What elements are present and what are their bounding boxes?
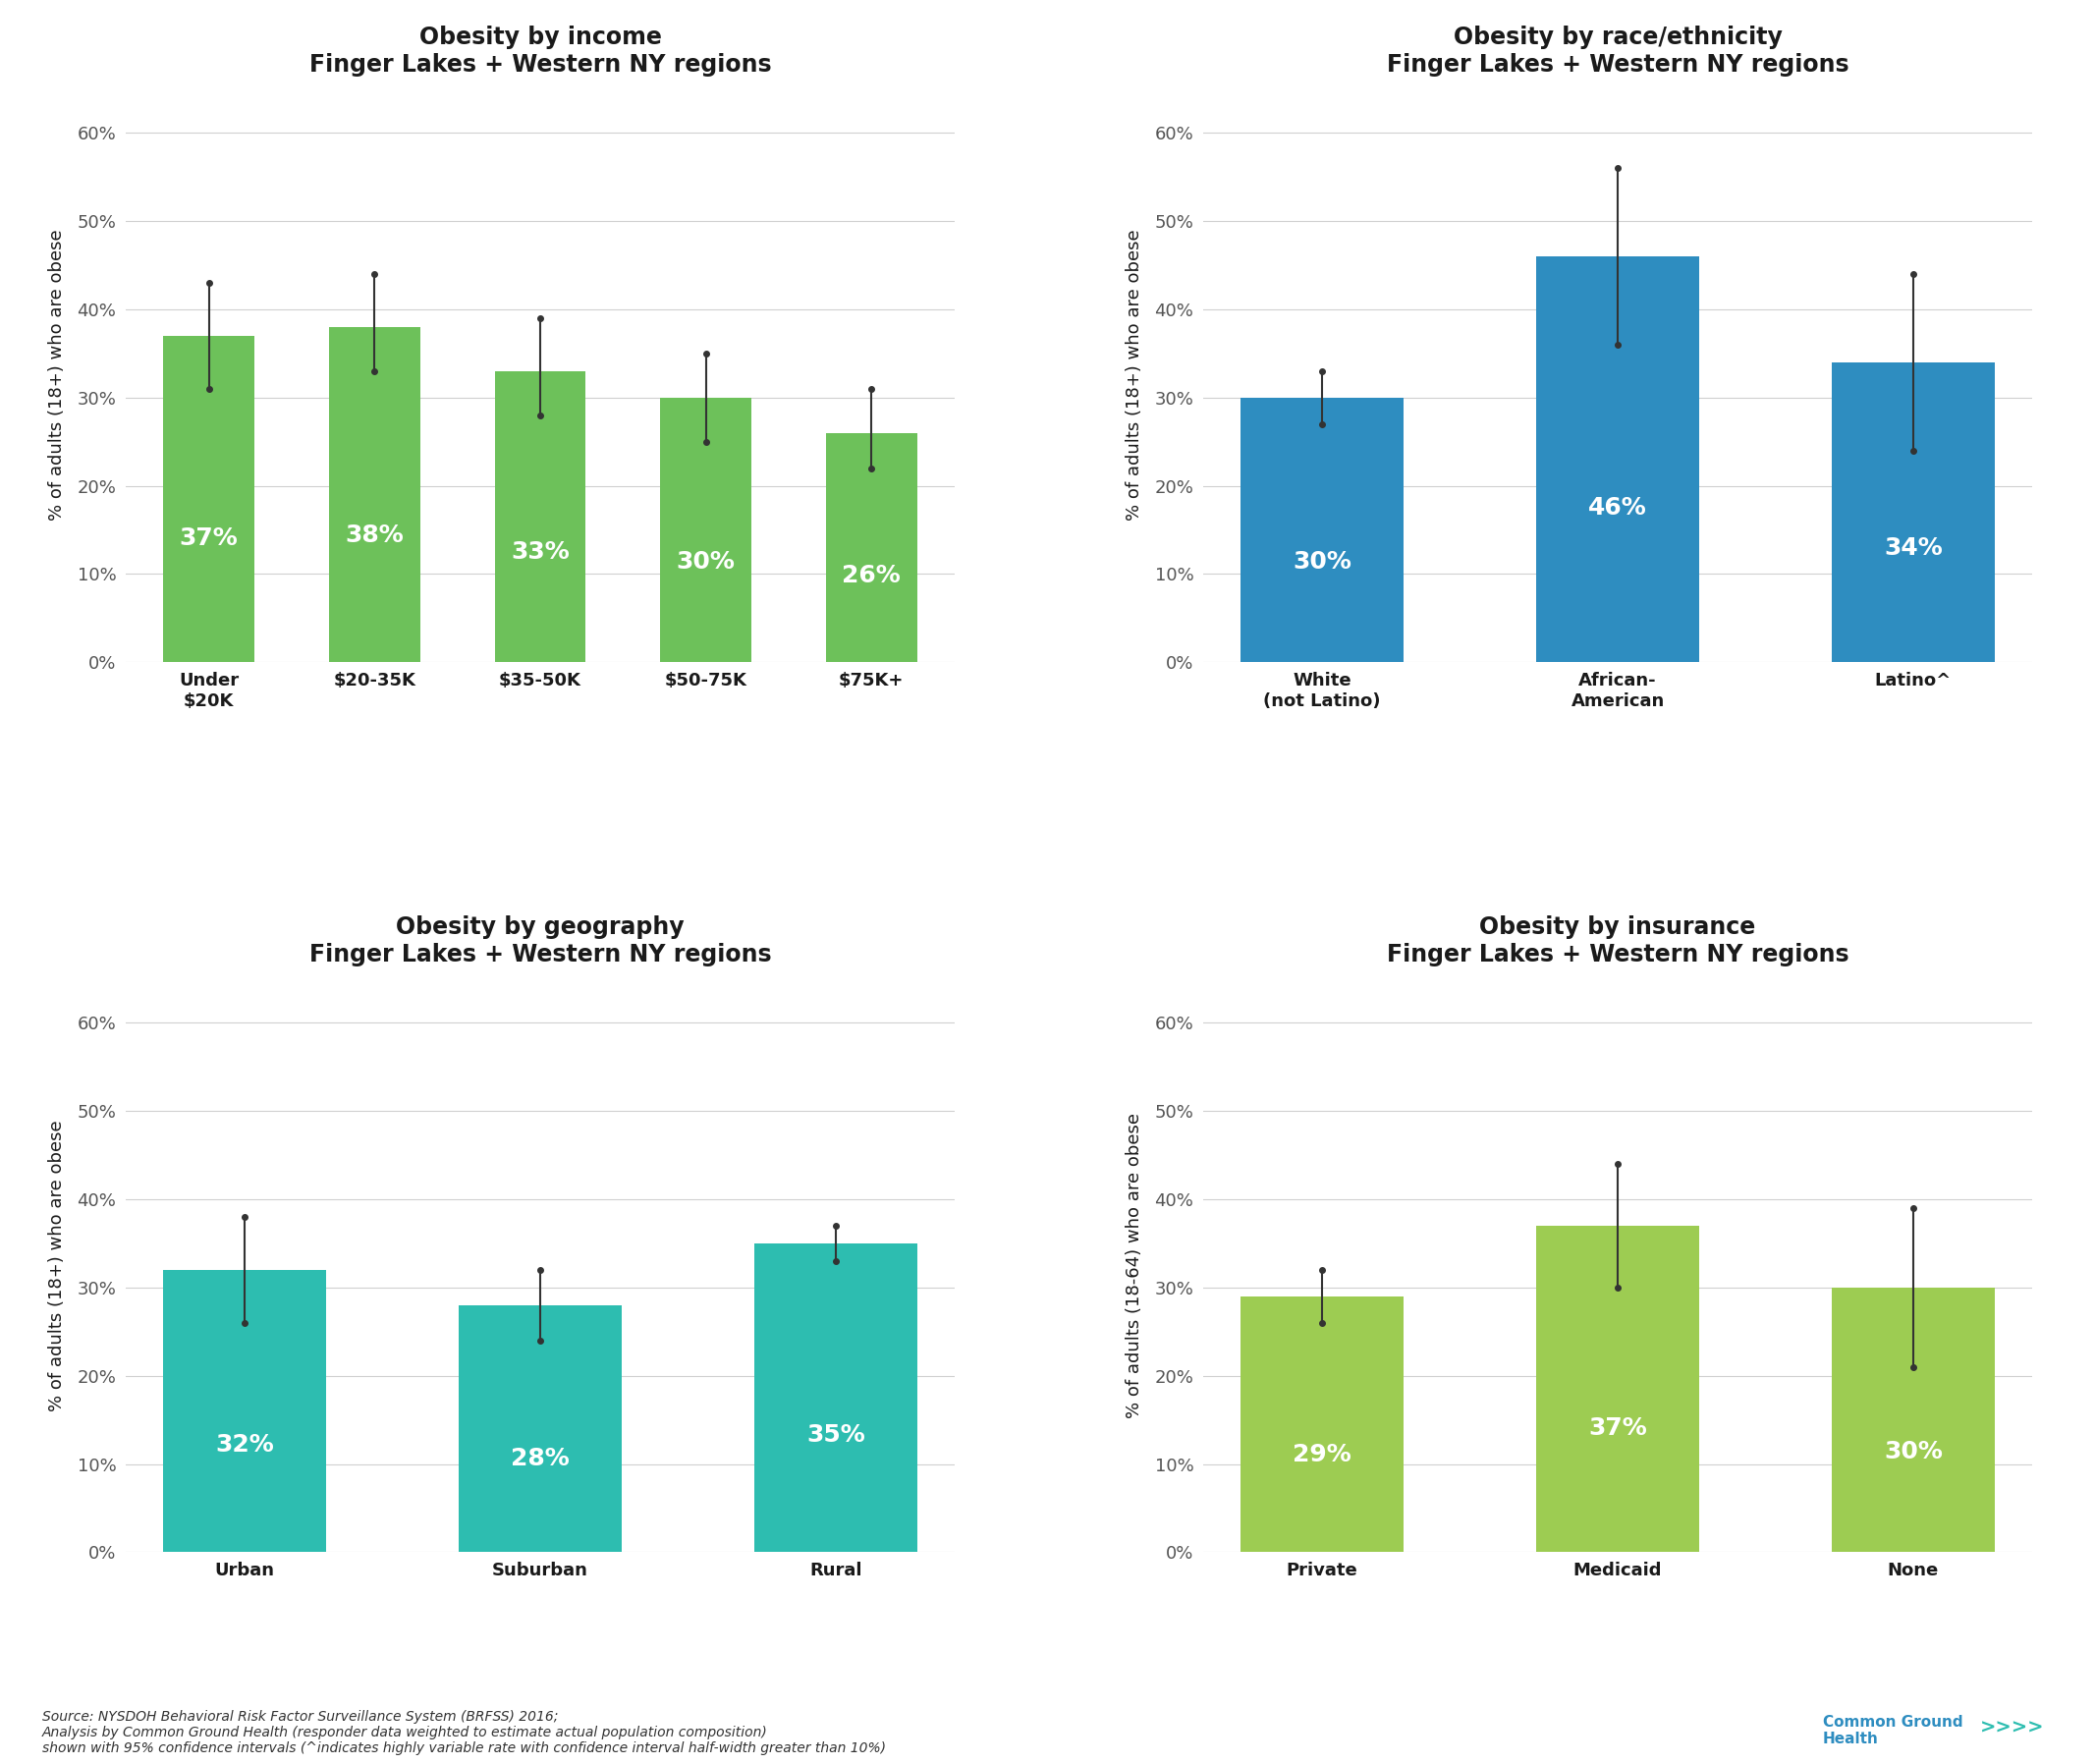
Text: 30%: 30% bbox=[1883, 1439, 1942, 1464]
Bar bbox=[163, 335, 253, 662]
Y-axis label: % of adults (18+) who are obese: % of adults (18+) who are obese bbox=[48, 1120, 67, 1411]
Text: 26%: 26% bbox=[842, 563, 901, 587]
Bar bbox=[1536, 1226, 1699, 1552]
Bar bbox=[163, 1270, 327, 1552]
Text: 34%: 34% bbox=[1883, 536, 1942, 559]
Bar bbox=[1536, 256, 1699, 662]
Text: 33%: 33% bbox=[511, 540, 570, 563]
Y-axis label: % of adults (18+) who are obese: % of adults (18+) who are obese bbox=[1125, 229, 1144, 520]
Text: 30%: 30% bbox=[1293, 550, 1351, 573]
Bar bbox=[825, 432, 918, 662]
Title: Obesity by insurance
Finger Lakes + Western NY regions: Obesity by insurance Finger Lakes + West… bbox=[1387, 916, 1848, 967]
Text: 46%: 46% bbox=[1588, 496, 1647, 520]
Text: Source: NYSDOH Behavioral Risk Factor Surveillance System (BRFSS) 2016;
Analysis: Source: NYSDOH Behavioral Risk Factor Su… bbox=[42, 1709, 886, 1755]
Y-axis label: % of adults (18+) who are obese: % of adults (18+) who are obese bbox=[48, 229, 67, 520]
Bar bbox=[1240, 1297, 1404, 1552]
Bar bbox=[494, 370, 587, 662]
Text: 37%: 37% bbox=[180, 526, 239, 550]
Text: 32%: 32% bbox=[216, 1432, 274, 1457]
Text: 38%: 38% bbox=[346, 522, 404, 547]
Title: Obesity by geography
Finger Lakes + Western NY regions: Obesity by geography Finger Lakes + West… bbox=[310, 916, 771, 967]
Bar bbox=[1831, 1288, 1994, 1552]
Y-axis label: % of adults (18-64) who are obese: % of adults (18-64) who are obese bbox=[1125, 1113, 1144, 1418]
Bar bbox=[1240, 397, 1404, 662]
Bar bbox=[754, 1244, 918, 1552]
Text: 37%: 37% bbox=[1588, 1416, 1647, 1439]
Text: 35%: 35% bbox=[807, 1424, 865, 1446]
Text: 30%: 30% bbox=[677, 550, 735, 573]
Bar bbox=[459, 1305, 622, 1552]
Text: >>>>: >>>> bbox=[1980, 1718, 2045, 1738]
Text: Common Ground
Health: Common Ground Health bbox=[1823, 1715, 1963, 1746]
Bar bbox=[1831, 362, 1994, 662]
Text: 28%: 28% bbox=[511, 1446, 570, 1469]
Title: Obesity by income
Finger Lakes + Western NY regions: Obesity by income Finger Lakes + Western… bbox=[310, 26, 771, 78]
Bar bbox=[329, 326, 421, 662]
Text: 29%: 29% bbox=[1293, 1443, 1351, 1466]
Bar bbox=[660, 397, 752, 662]
Title: Obesity by race/ethnicity
Finger Lakes + Western NY regions: Obesity by race/ethnicity Finger Lakes +… bbox=[1387, 26, 1848, 78]
